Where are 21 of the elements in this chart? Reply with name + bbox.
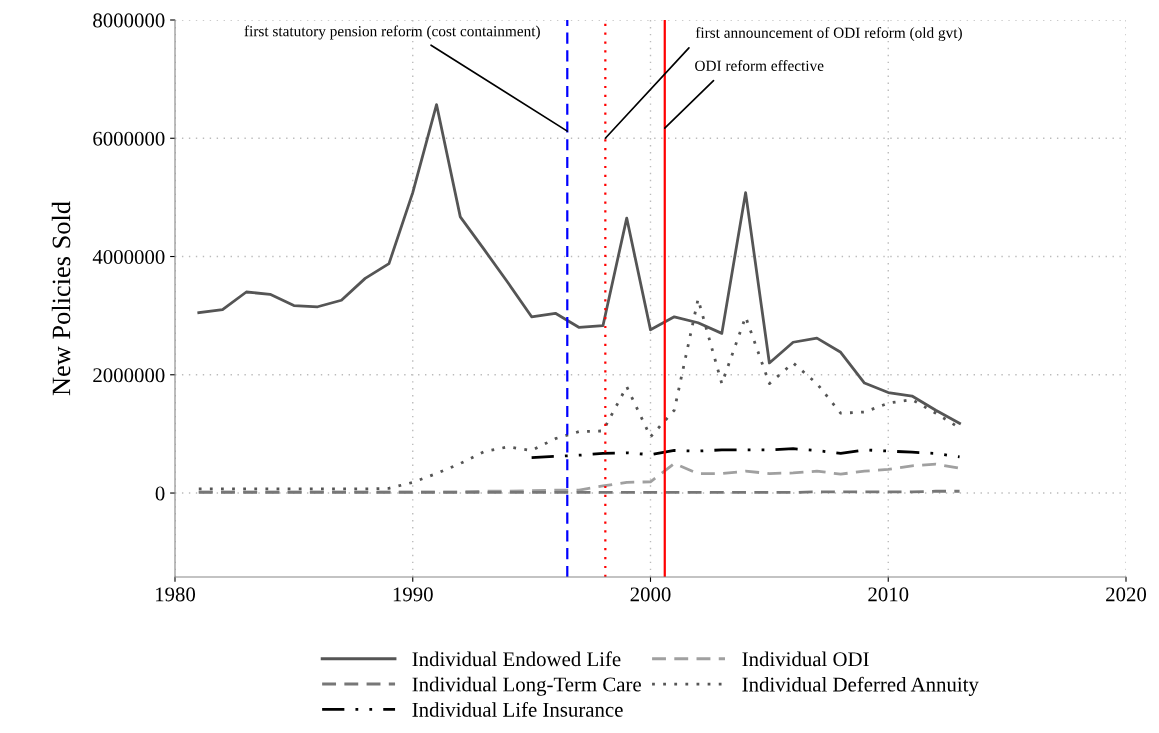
legend-label: Individual Endowed Life: [412, 651, 621, 667]
annotation: first statutory pension reform (cost containment): [244, 25, 540, 40]
legend-label: Individual Life Insurance: [412, 701, 623, 717]
annotation: first announcement of ODI reform (old gvt): [695, 26, 962, 42]
y-tick-label: 2000000: [93, 368, 165, 383]
y-tick-label: 4000000: [92, 249, 165, 264]
x-tick-label: 2010: [868, 587, 909, 602]
y-axis-title: New Policies Sold: [51, 201, 71, 396]
y-tick-label: 6000000: [93, 131, 165, 146]
line-series: [530, 447, 961, 459]
legend-label: Individual Deferred Annuity: [742, 676, 979, 696]
legend-label: Individual ODI: [742, 651, 869, 667]
y-tick-label: 8000000: [93, 13, 165, 28]
y-tick-label: 0: [155, 486, 165, 501]
x-tick-label: 1990: [393, 587, 433, 602]
line-series: [197, 462, 961, 494]
annotation: ODI reform effective: [695, 60, 824, 71]
legend-label: Individual Long-Term Care: [412, 676, 641, 696]
x-tick-label: 2000: [630, 587, 671, 602]
x-tick-label: 2020: [1106, 587, 1147, 602]
x-tick-label: 1980: [156, 587, 196, 602]
